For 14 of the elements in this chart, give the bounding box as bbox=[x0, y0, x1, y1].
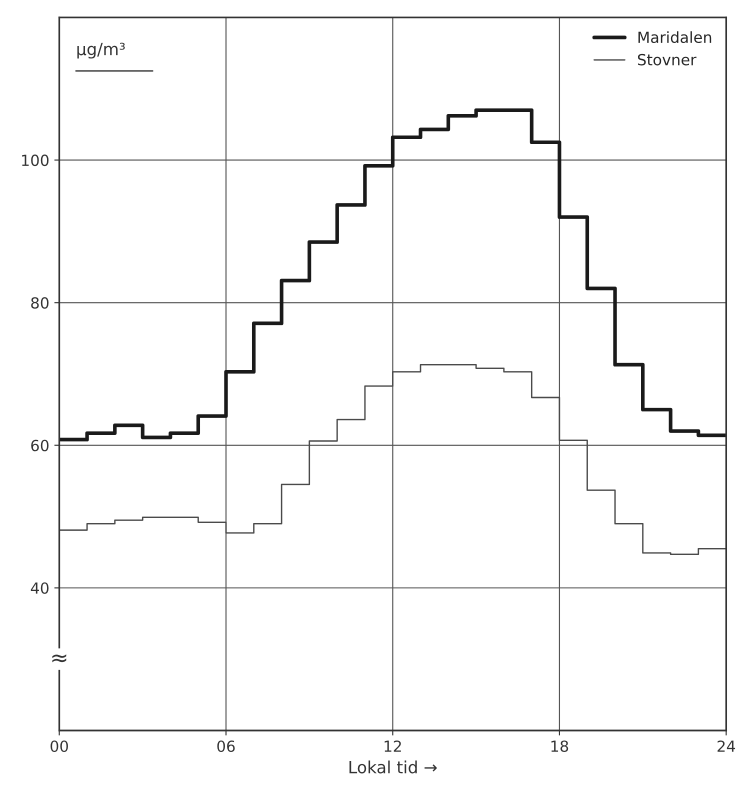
x-axis-title: Lokal tid → bbox=[350, 760, 437, 774]
x-tick-label: 18 bbox=[551, 740, 568, 752]
y-axis-title: µg/m³ bbox=[77, 42, 125, 59]
legend-label: Stovner bbox=[638, 54, 696, 66]
x-tick-label: 24 bbox=[718, 740, 736, 752]
y-tick-label: 40 bbox=[30, 582, 49, 594]
x-tick-label: 06 bbox=[217, 740, 235, 752]
x-tick-label: 12 bbox=[384, 740, 401, 752]
legend-label: Maridalen bbox=[638, 31, 712, 44]
y-tick-label: 60 bbox=[31, 440, 49, 452]
y-tick-label: 100 bbox=[22, 154, 49, 166]
x-tick-label: 00 bbox=[50, 740, 68, 752]
y-tick-label: 80 bbox=[31, 297, 49, 309]
annotation: ≈ bbox=[52, 654, 66, 662]
